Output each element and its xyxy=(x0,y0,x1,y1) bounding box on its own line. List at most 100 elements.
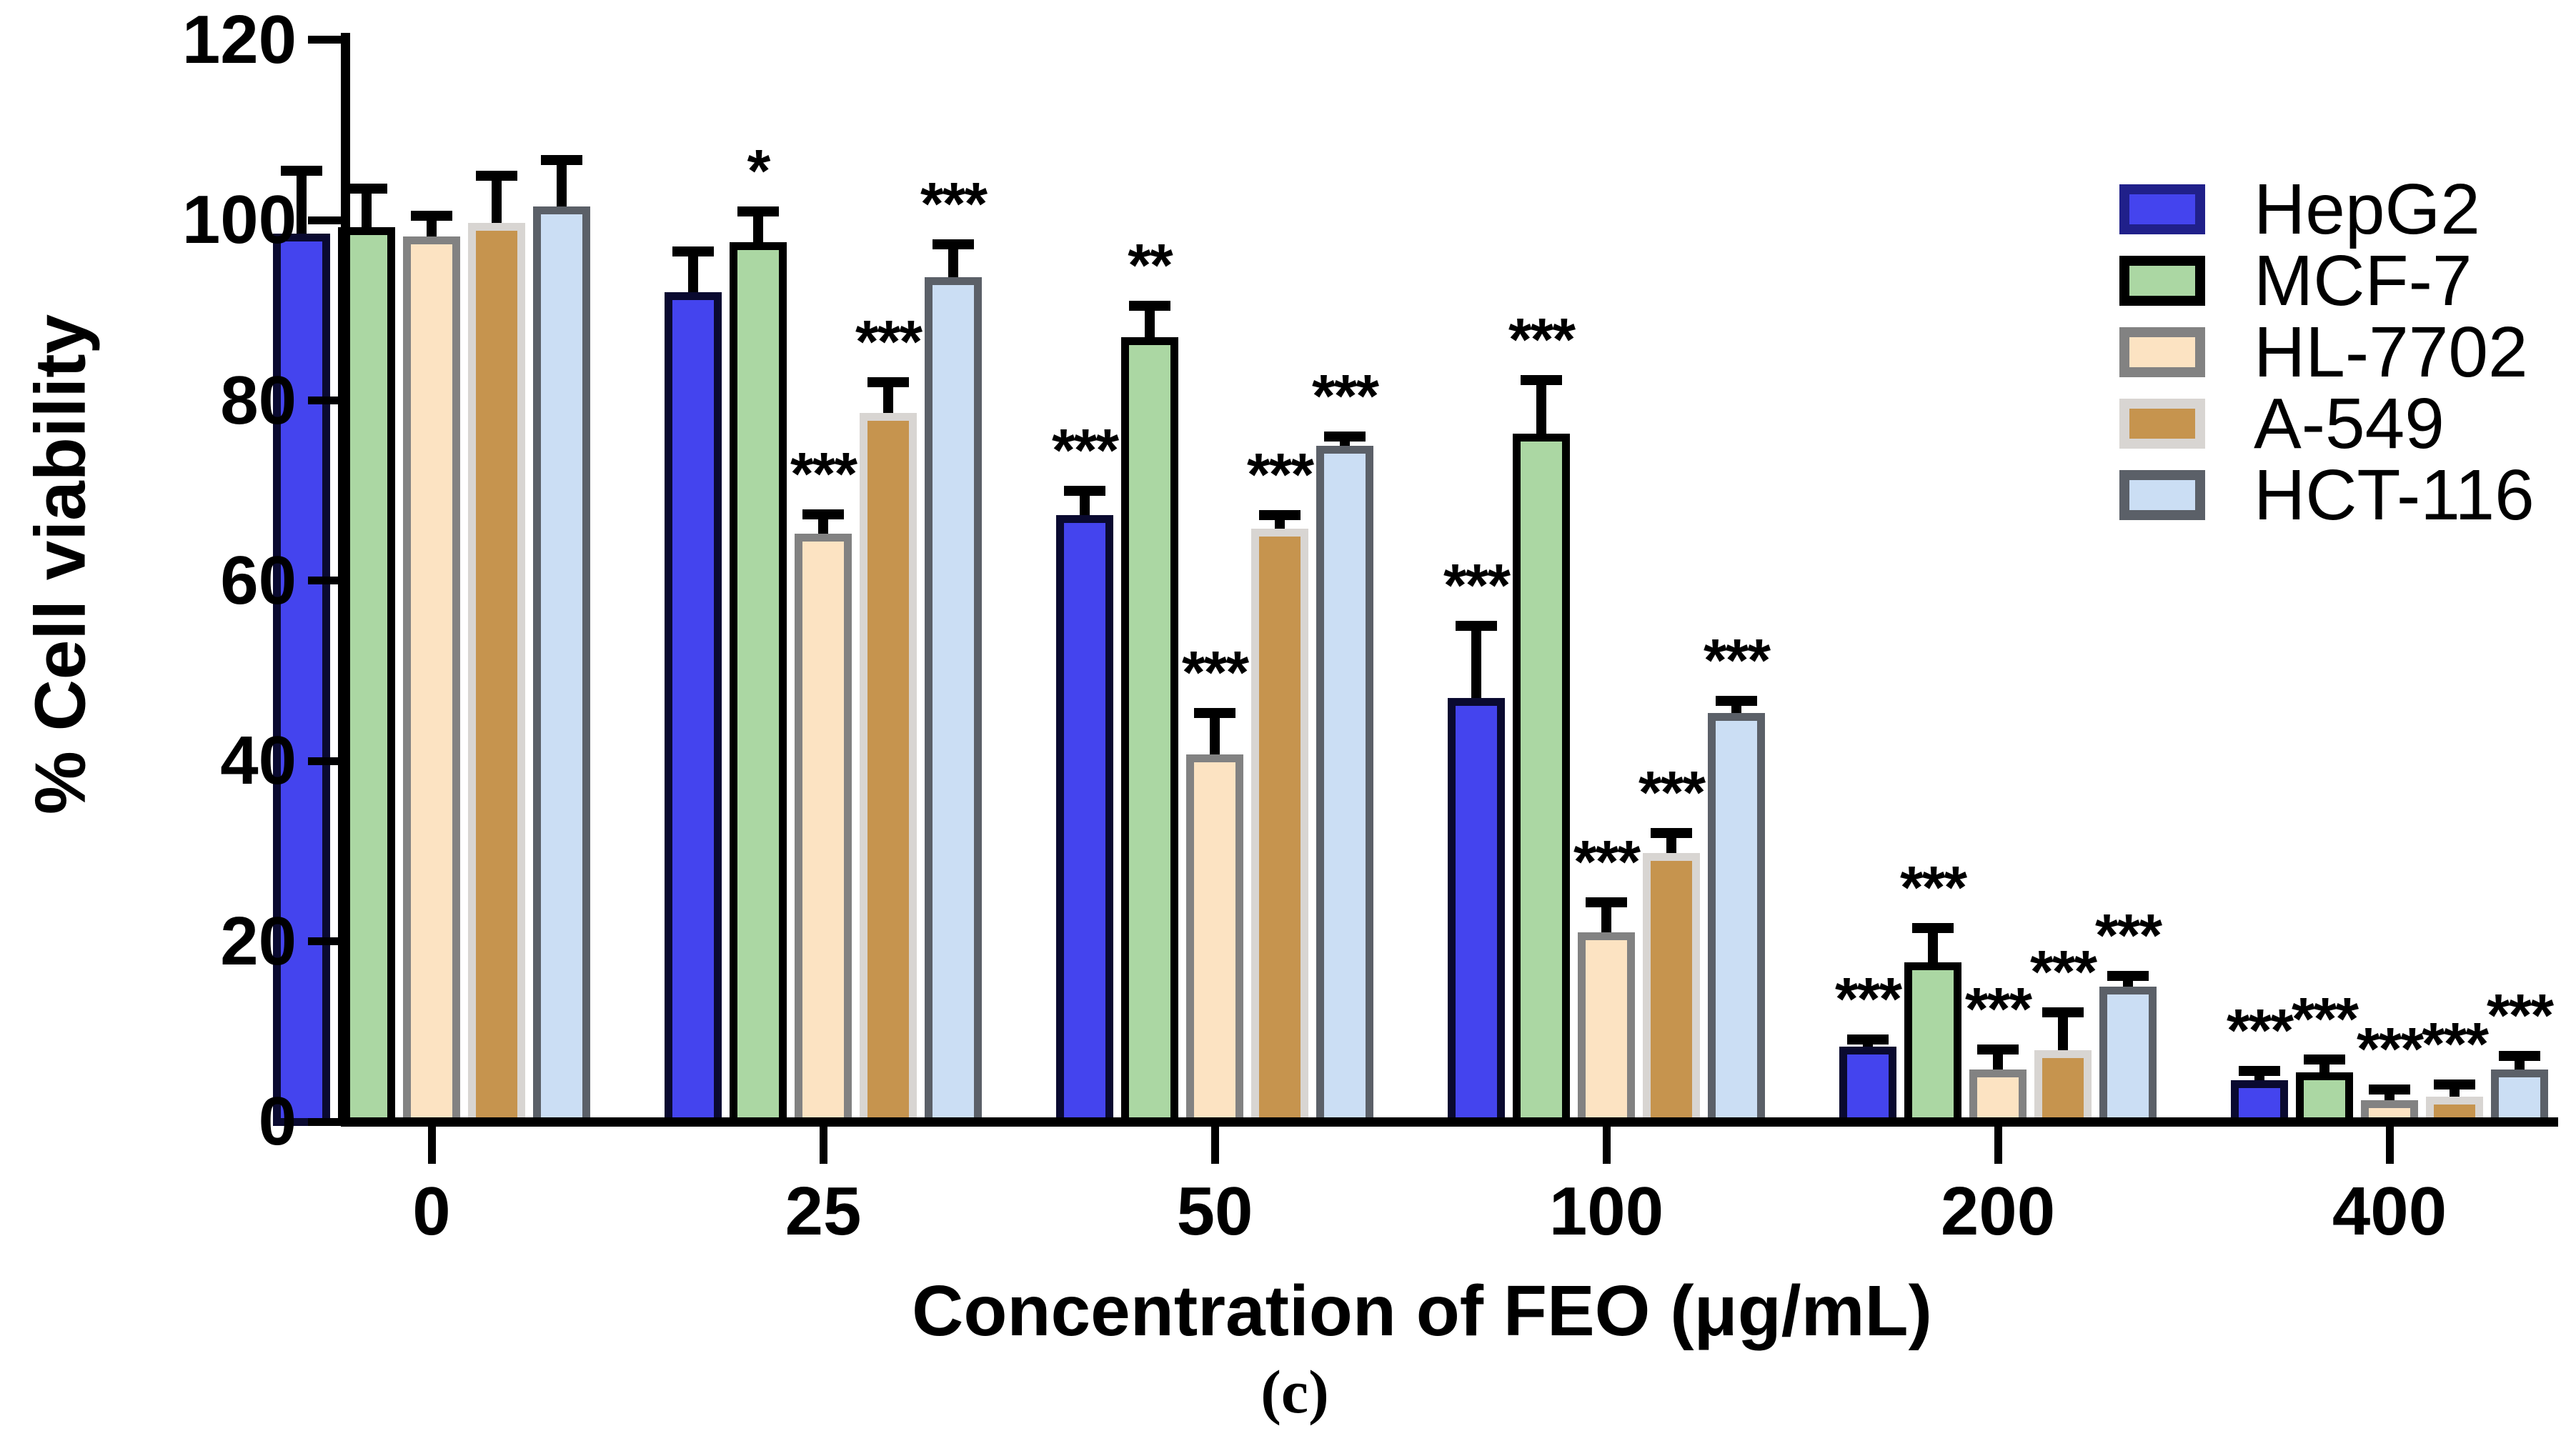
significance-label: *** xyxy=(2486,981,2554,1049)
significance-label: *** xyxy=(1246,440,1314,508)
significance-label: *** xyxy=(2291,984,2359,1052)
error-bar-stem xyxy=(1145,306,1155,339)
panel-caption: (c) xyxy=(1260,1357,1329,1426)
error-bar-cap xyxy=(1977,1044,2019,1055)
error-bar-stem xyxy=(753,211,763,244)
significance-label: *** xyxy=(2226,997,2294,1064)
error-bar-cap xyxy=(281,165,322,176)
significance-label: ** xyxy=(1128,231,1173,299)
error-bar-cap xyxy=(2107,970,2149,981)
significance-label: *** xyxy=(2421,1010,2489,1078)
error-bar-cap xyxy=(2499,1050,2540,1061)
error-bar-cap xyxy=(1716,695,1757,706)
legend-label-hepg2: HepG2 xyxy=(2254,169,2480,249)
x-tick xyxy=(1994,1127,2002,1164)
bar-a-549 xyxy=(860,413,917,1126)
error-bar-stem xyxy=(1471,626,1481,699)
significance-label: *** xyxy=(1443,552,1511,619)
error-bar-stem xyxy=(688,251,698,294)
x-tick-label: 400 xyxy=(2332,1173,2447,1250)
y-axis-line xyxy=(341,33,350,1127)
bar-hct-116 xyxy=(1708,713,1765,1126)
legend-swatch-hl-7702 xyxy=(2119,327,2205,377)
x-tick xyxy=(427,1127,436,1164)
significance-label: *** xyxy=(1051,416,1119,484)
bar-hepg2 xyxy=(665,292,722,1126)
error-bar-stem xyxy=(883,382,893,415)
error-bar-cap xyxy=(802,509,844,519)
bar-a-549 xyxy=(468,223,525,1126)
y-tick-label: 40 xyxy=(220,722,297,799)
y-tick-label: 0 xyxy=(258,1083,297,1160)
significance-label: * xyxy=(747,136,771,204)
x-tick-label: 50 xyxy=(1176,1173,1253,1250)
bar-hl-7702 xyxy=(1578,932,1635,1126)
x-tick xyxy=(1210,1127,1219,1164)
bar-mcf-7 xyxy=(1513,434,1570,1126)
significance-label: *** xyxy=(790,439,857,507)
x-tick-label: 100 xyxy=(1548,1173,1664,1250)
significance-label: *** xyxy=(2094,901,2162,969)
error-bar-stem xyxy=(1536,379,1546,436)
bar-hct-116 xyxy=(533,206,590,1126)
bar-a-549 xyxy=(2034,1050,2092,1126)
legend-swatch-a-549 xyxy=(2119,399,2205,449)
error-bar-cap xyxy=(933,239,974,250)
bar-hepg2 xyxy=(1839,1047,1896,1126)
error-bar-cap xyxy=(1912,922,1954,933)
error-bar-stem xyxy=(492,176,502,225)
error-bar-stem xyxy=(1080,490,1090,517)
error-bar-cap xyxy=(737,206,779,216)
error-bar-stem xyxy=(1601,902,1611,934)
x-tick-label: 0 xyxy=(412,1173,451,1250)
legend-swatch-mcf-7 xyxy=(2119,256,2205,306)
significance-label: *** xyxy=(920,170,988,238)
error-bar-cap xyxy=(476,171,517,181)
error-bar-cap xyxy=(1521,374,1562,385)
legend-label-hl-7702: HL-7702 xyxy=(2254,312,2528,392)
bar-hepg2 xyxy=(273,234,330,1126)
y-tick xyxy=(308,1117,341,1126)
bar-a-549 xyxy=(1643,853,1700,1126)
y-tick xyxy=(308,757,341,765)
significance-label: *** xyxy=(1181,639,1249,707)
bar-a-549 xyxy=(1251,528,1308,1126)
legend-swatch-hepg2 xyxy=(2119,184,2205,234)
bar-mcf-7 xyxy=(1121,337,1178,1126)
legend: HepG2 MCF-7 HL-7702 A-549 HCT-116 xyxy=(2119,174,2548,556)
error-bar-cap xyxy=(672,246,714,257)
error-bar-cap xyxy=(1259,509,1301,520)
error-bar-cap xyxy=(2369,1084,2410,1095)
error-bar-cap xyxy=(1456,621,1497,632)
bar-hl-7702 xyxy=(795,534,852,1126)
significance-label: *** xyxy=(1703,626,1771,694)
bar-hct-116 xyxy=(925,276,982,1126)
y-tick-label: 60 xyxy=(220,542,297,619)
error-bar-cap xyxy=(1194,708,1235,719)
legend-label-hct-116: HCT-116 xyxy=(2254,455,2535,535)
bar-hepg2 xyxy=(1448,698,1505,1126)
error-bar-stem xyxy=(1993,1049,2003,1071)
y-tick-label: 80 xyxy=(220,362,297,439)
bar-hl-7702 xyxy=(403,236,460,1126)
error-bar-stem xyxy=(427,215,437,238)
y-tick xyxy=(308,216,341,224)
error-bar-cap xyxy=(1586,897,1627,908)
x-tick-label: 200 xyxy=(1940,1173,2056,1250)
error-bar-cap xyxy=(411,210,452,221)
x-tick-label: 25 xyxy=(785,1173,862,1250)
error-bar-cap xyxy=(1324,432,1366,442)
significance-label: *** xyxy=(1964,975,2032,1043)
y-tick xyxy=(308,397,341,405)
error-bar-stem xyxy=(297,170,307,236)
x-tick xyxy=(819,1127,827,1164)
legend-label-a-549: A-549 xyxy=(2254,384,2445,464)
error-bar-stem xyxy=(2058,1012,2068,1052)
error-bar-stem xyxy=(362,189,372,229)
y-tick-label: 120 xyxy=(181,1,297,78)
significance-label: *** xyxy=(1834,965,1902,1033)
significance-label: *** xyxy=(1899,853,1967,921)
x-axis-line xyxy=(341,1117,2558,1127)
error-bar-cap xyxy=(541,154,582,165)
y-tick xyxy=(308,36,341,44)
